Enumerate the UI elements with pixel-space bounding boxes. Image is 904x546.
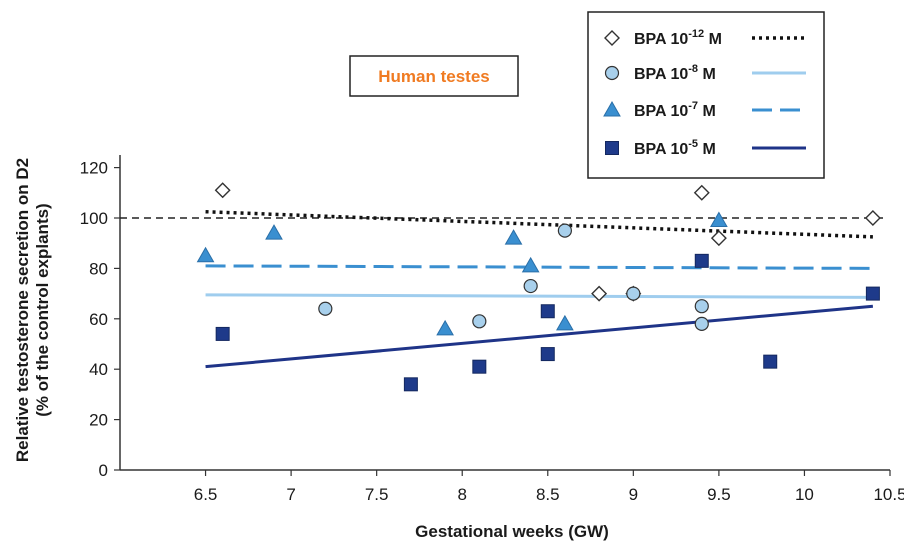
data-point-diamond [591, 285, 608, 302]
data-point-diamond [693, 184, 710, 201]
data-points [196, 182, 881, 392]
trend-line [205, 264, 873, 270]
data-point-circle [694, 316, 709, 331]
trend-line [205, 293, 873, 299]
annotation-text: Human testes [378, 67, 489, 86]
y-tick-label: 20 [89, 411, 108, 430]
data-point-circle [318, 301, 333, 316]
x-tick-group: 6.5 7 7.5 8 8.5 9 9.5 10 10.5 [194, 470, 904, 504]
data-point-square [403, 377, 418, 392]
data-point-circle [523, 278, 538, 294]
legend-marker-triangle [603, 100, 621, 117]
y-tick-label: 40 [89, 360, 108, 379]
data-point-square [694, 253, 709, 268]
y-tick-label: 120 [80, 159, 108, 178]
data-point-diamond [864, 210, 881, 226]
legend-label: BPA 10-7 M [634, 100, 716, 120]
data-point-square [472, 359, 487, 374]
x-tick-label: 9 [629, 485, 638, 504]
legend-item: BPA 10-12 M [604, 28, 806, 48]
legend-label: BPA 10-5 M [634, 138, 716, 158]
data-point-triangle [556, 314, 574, 331]
data-point-triangle [521, 256, 540, 273]
y-axis-title: Relative testosterone secretion on D2 (%… [13, 158, 52, 462]
y-tick-label: 80 [89, 259, 108, 278]
x-tick-label: 7 [286, 485, 295, 504]
legend-marker-diamond [604, 30, 620, 46]
data-point-circle [472, 314, 487, 329]
y-tick-label: 60 [89, 310, 108, 329]
x-tick-label: 8.5 [536, 485, 560, 504]
x-tick-label: 8 [457, 485, 466, 504]
x-tick-label: 6.5 [194, 485, 218, 504]
x-tick-label: 10.5 [873, 485, 904, 504]
legend-label: BPA 10-8 M [634, 63, 716, 83]
data-point-diamond [214, 182, 231, 199]
data-point-square [540, 347, 555, 362]
data-point-triangle [436, 319, 454, 336]
data-point-circle [694, 299, 709, 314]
data-point-circle [626, 286, 641, 301]
data-point-triangle [265, 224, 283, 240]
legend: BPA 10-12 M BPA 10-8 M BPA 10-7 M BPA 10-5 … [587, 11, 825, 179]
data-point-triangle [504, 229, 523, 245]
legend-box [587, 11, 825, 179]
x-axis-title: Gestational weeks (GW) [415, 522, 609, 541]
data-point-square [763, 354, 778, 369]
data-point-square [215, 326, 230, 341]
legend-item: BPA 10-5 M [605, 138, 806, 158]
x-tick-label: 7.5 [365, 485, 389, 504]
legend-label: BPA 10-12 M [634, 28, 722, 48]
data-point-diamond [710, 230, 727, 247]
x-tick-label: 10 [795, 485, 814, 504]
data-point-triangle [196, 246, 215, 263]
y-axis-title-line1: Relative testosterone secretion on D2 [13, 158, 32, 462]
annotation-badge: Human testes [349, 55, 519, 97]
legend-marker-square [605, 141, 619, 155]
legend-item: BPA 10-7 M [603, 100, 806, 120]
legend-marker-circle [604, 65, 620, 81]
trend-line [205, 304, 874, 369]
data-point-square [540, 304, 555, 319]
legend-item: BPA 10-8 M [604, 63, 806, 83]
trend-line [205, 209, 873, 239]
y-tick-group: 0 20 40 60 80 100 120 [80, 159, 120, 480]
data-point-square [865, 286, 880, 301]
data-point-triangle [710, 211, 728, 228]
y-tick-label: 0 [99, 461, 108, 480]
y-tick-label: 100 [80, 209, 108, 228]
data-point-circle [557, 223, 572, 238]
x-tick-label: 9.5 [707, 485, 731, 504]
trend-lines [205, 209, 874, 369]
y-axis-title-line2: (% of the control explants) [33, 203, 52, 416]
